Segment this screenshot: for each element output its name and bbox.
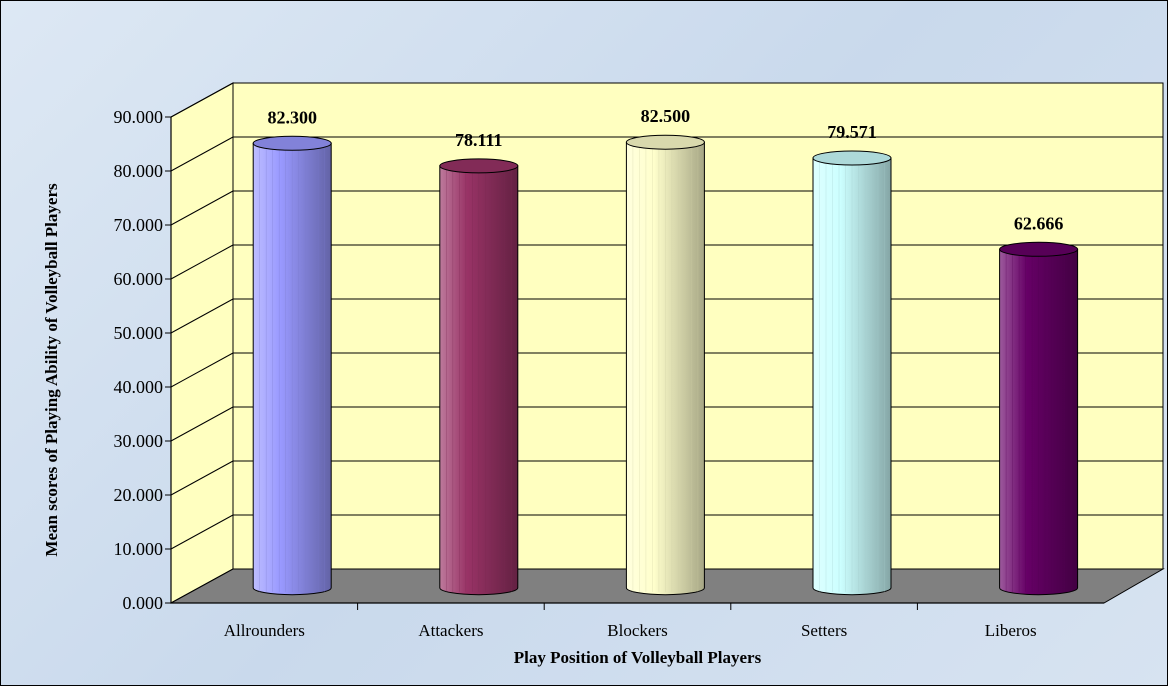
x-tick-label: Liberos [985,621,1037,640]
bar-body [625,141,705,596]
gridline-side [170,514,234,550]
x-tick-label: Setters [801,621,847,640]
value-label: 82.500 [641,106,691,126]
bars [252,134,1079,596]
y-axis-title: Mean scores of Playing Ability of Volley… [42,183,61,557]
y-tick-label: 50.000 [114,323,164,343]
value-label: 78.111 [455,130,503,150]
gridline-side [170,136,234,172]
bar-attackers [439,158,519,596]
x-axis-title: Play Position of Volleyball Players [514,648,762,667]
y-tick-label: 90.000 [114,107,164,127]
value-label: 79.571 [827,122,877,142]
gridline-side [170,244,234,280]
y-tick-label: 60.000 [114,269,164,289]
bar-allrounders [252,135,332,596]
bar-body [812,157,892,596]
y-tick-label: 80.000 [114,161,164,181]
y-tick-label: 20.000 [114,485,164,505]
x-tick-label: Attackers [418,621,483,640]
x-tick-labels: Allrounders Attackers Blockers Setters Liber… [224,621,1037,640]
bar-top [439,158,519,174]
bar-body [999,248,1079,596]
axes [165,116,1104,610]
gridline-side [170,82,234,118]
gridline-side [170,460,234,496]
gridline-side [170,190,234,226]
gridline-side [170,298,234,334]
bar-top [812,150,892,166]
bar-body [252,142,332,596]
x-tick-label: Allrounders [224,621,305,640]
value-labels: 82.300 78.111 82.500 79.571 62.666 [267,106,1063,233]
bar-top [999,241,1079,257]
y-tick-label: 40.000 [114,377,164,397]
side-wall-panel [170,82,234,604]
y-tick-label: 70.000 [114,215,164,235]
x-tick-label: Blockers [607,621,667,640]
y-tick-label: 30.000 [114,431,164,451]
bar-blockers [625,134,705,596]
y-tick-label: 10.000 [114,539,164,559]
bar-body [439,165,519,596]
bar-liberos [999,241,1079,596]
y-tick-labels: 0.000 10.000 20.000 30.000 40.000 50.000 60.00… [114,107,164,613]
y-tick-label: 0.000 [123,593,164,613]
bar-setters [812,150,892,596]
bar-top [625,134,705,150]
value-label: 62.666 [1014,213,1064,233]
gridline-side [170,352,234,388]
bar-top [252,135,332,151]
value-label: 82.300 [267,107,317,127]
gridline-side [170,406,234,442]
